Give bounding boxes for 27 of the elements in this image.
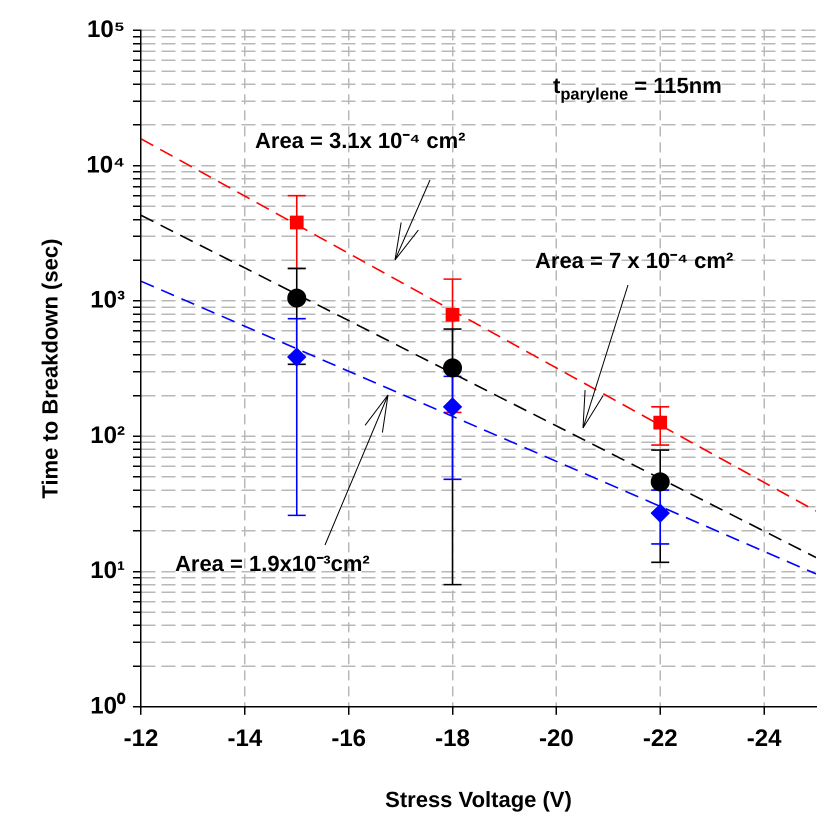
x-tick-label: -20 xyxy=(539,724,574,752)
point xyxy=(287,348,306,367)
x-tick-label: -22 xyxy=(642,724,678,752)
x-tick-label: -18 xyxy=(435,724,470,752)
annotation: Area = 1.9x10⁻³cm² xyxy=(175,551,370,576)
point xyxy=(287,288,306,308)
x-tick-label: -16 xyxy=(331,724,366,752)
y-tick-label: 10³ xyxy=(90,286,125,314)
y-tick-label: 10⁰ xyxy=(90,692,126,720)
point xyxy=(653,416,668,430)
annotation: Area = 3.1x 10⁻⁴ cm² xyxy=(255,128,466,153)
y-tick-label: 10⁴ xyxy=(86,151,125,178)
y-tick-label: 10¹ xyxy=(90,557,125,584)
x-tick-label: -12 xyxy=(124,724,158,752)
point xyxy=(446,308,460,322)
point xyxy=(443,358,462,378)
point xyxy=(650,504,670,523)
y-tick-label: 10² xyxy=(90,422,125,449)
point xyxy=(443,397,462,416)
x-tick-label: -14 xyxy=(227,724,263,752)
y-axis-title: Time to Breakdown (sec) xyxy=(37,238,62,499)
annotation: Area = 7 x 10⁻⁴ cm² xyxy=(535,248,734,273)
point xyxy=(650,472,670,492)
y-tick-label: 10⁵ xyxy=(87,16,125,44)
x-tick-label: -24 xyxy=(746,724,782,752)
x-axis-title: Stress Voltage (V) xyxy=(385,786,572,812)
point xyxy=(290,216,304,230)
